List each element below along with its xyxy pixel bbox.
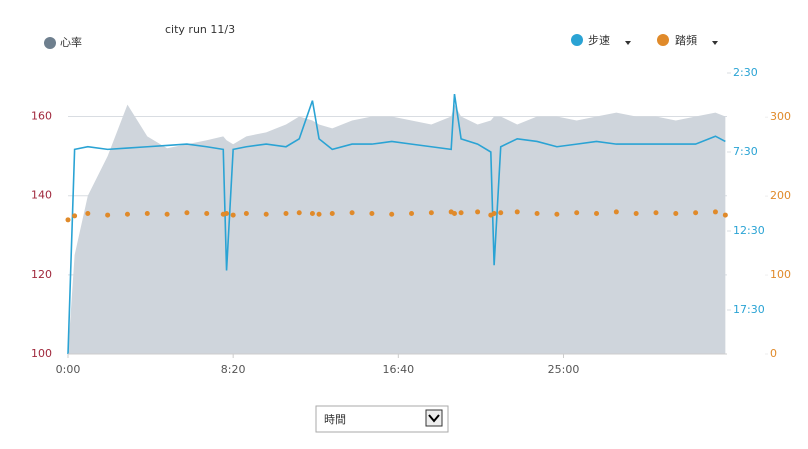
y2-tick-label: 12:30 xyxy=(733,224,765,237)
cadence-dot xyxy=(451,211,457,216)
cadence-dot xyxy=(613,209,619,215)
cadence-dot xyxy=(230,212,236,218)
cadence-dot xyxy=(283,211,289,216)
cadence-dot xyxy=(144,211,150,216)
y3-tick-label: 0 xyxy=(770,347,777,360)
y2-tick-label: 7:30 xyxy=(733,145,758,158)
x-tick-label: 0:00 xyxy=(56,363,81,376)
cadence-dot xyxy=(164,211,170,217)
cadence-dot xyxy=(105,212,111,218)
legend-marker xyxy=(44,37,56,49)
cadence-dot xyxy=(329,211,335,216)
cadence-dot xyxy=(458,210,464,216)
dropdown-arrow xyxy=(428,414,440,423)
y-tick-label: 100 xyxy=(31,347,52,360)
cadence-dot xyxy=(224,211,230,216)
cadence-dot xyxy=(65,217,71,223)
y-tick-label: 160 xyxy=(31,110,52,123)
cadence-dot xyxy=(673,211,679,216)
cadence-dot xyxy=(316,211,322,217)
cadence-dot xyxy=(653,210,659,216)
cadence-dot xyxy=(204,211,210,216)
cadence-dot xyxy=(491,211,497,216)
x-tick-label: 8:20 xyxy=(221,363,246,376)
legend-caret xyxy=(712,41,718,45)
dropdown-button[interactable] xyxy=(425,409,443,427)
legend-label[interactable]: 步速 xyxy=(588,34,610,47)
cadence-dot xyxy=(309,211,315,216)
legend-marker[interactable] xyxy=(571,34,583,46)
cadence-dot xyxy=(124,211,130,217)
cadence-dot xyxy=(409,211,415,216)
cadence-dot xyxy=(85,211,91,216)
cadence-dot xyxy=(722,212,728,218)
y3-tick-label: 300 xyxy=(770,110,791,123)
cadence-dot xyxy=(389,211,395,217)
cadence-dot xyxy=(633,211,639,216)
cadence-dot xyxy=(428,210,434,216)
y-tick-label: 120 xyxy=(31,268,52,281)
x-tick-label: 25:00 xyxy=(548,363,580,376)
cadence-dot xyxy=(498,210,504,216)
cadence-dot xyxy=(554,211,560,217)
y3-tick-label: 100 xyxy=(770,268,791,281)
y3-tick-label: 200 xyxy=(770,189,791,202)
y2-tick-label: 17:30 xyxy=(733,303,765,316)
cadence-dot xyxy=(184,210,190,216)
legend-caret xyxy=(625,41,631,45)
cadence-dot xyxy=(475,209,481,215)
x-selector[interactable]: 時間 xyxy=(315,405,449,433)
dropdown-text: 時間 xyxy=(324,413,346,426)
cadence-dot xyxy=(369,211,375,216)
cadence-dot xyxy=(243,211,249,216)
cadence-dot xyxy=(72,213,78,219)
cadence-dot xyxy=(594,211,600,216)
y-tick-label: 140 xyxy=(31,189,52,202)
x-tick-label: 16:40 xyxy=(382,363,414,376)
chart-title: 心率 xyxy=(60,35,82,49)
cadence-dot xyxy=(693,210,699,216)
y2-tick-label: 2:30 xyxy=(733,66,758,79)
cadence-dot xyxy=(712,209,718,215)
cadence-dot xyxy=(514,209,520,215)
cadence-dot xyxy=(263,211,269,217)
cadence-dot xyxy=(574,210,580,216)
legend-marker[interactable] xyxy=(657,34,669,46)
pace-line xyxy=(67,93,726,355)
cadence-dot xyxy=(349,210,355,216)
cadence-dot xyxy=(296,210,302,216)
legend-label[interactable]: 踏頻 xyxy=(675,33,697,47)
cadence-dot xyxy=(534,211,540,216)
chart-subtitle: city run 11/3 xyxy=(165,23,235,36)
